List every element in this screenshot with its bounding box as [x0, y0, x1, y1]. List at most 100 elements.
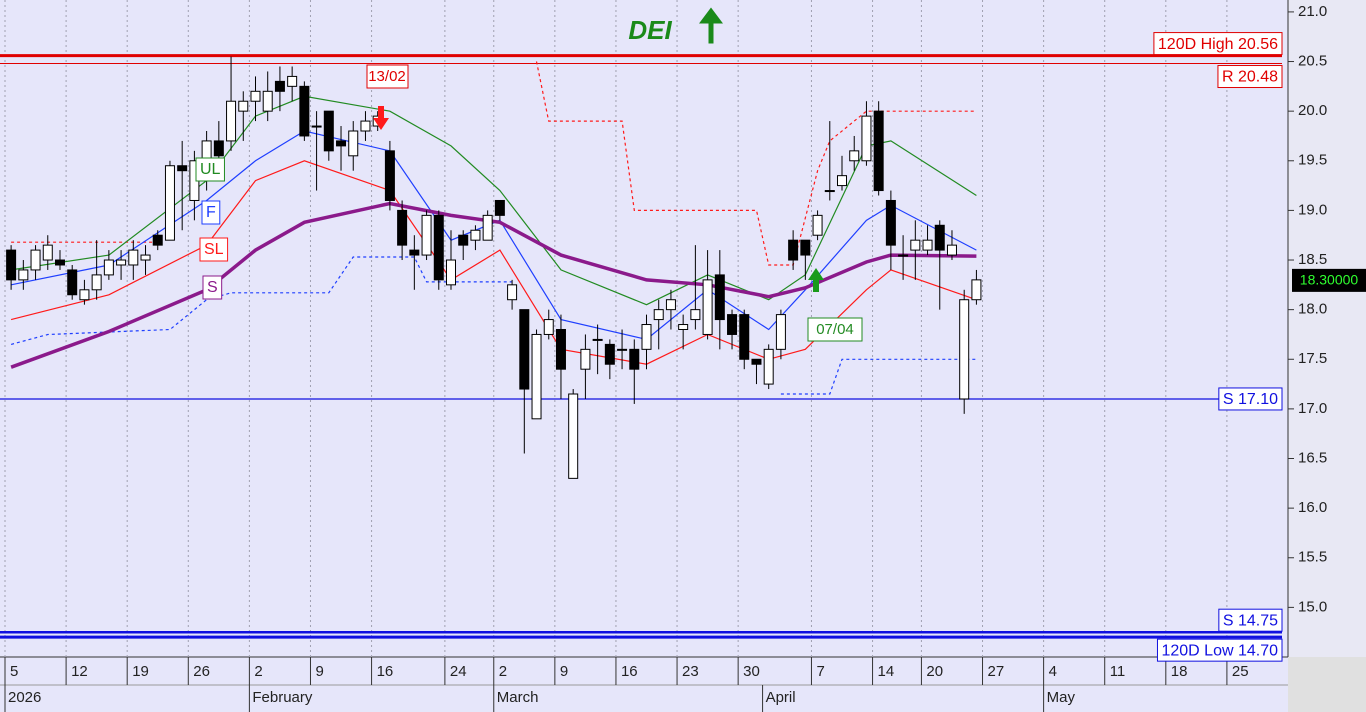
level-label-box: [1218, 387, 1283, 411]
x-tick-label: 4: [1049, 663, 1057, 680]
x-tick-label: 16: [377, 663, 394, 680]
x-tick-label: 23: [682, 663, 699, 680]
candle-body: [482, 214, 493, 241]
candle-body: [568, 393, 579, 479]
candle-body: [287, 75, 298, 87]
candle-body: [751, 358, 762, 365]
candle-body: [226, 100, 237, 142]
candle-body: [727, 314, 738, 335]
candle-body: [629, 348, 640, 370]
candle-body: [18, 269, 29, 281]
y-tick-label: 15.5: [1298, 549, 1327, 566]
sell-arrow: [373, 106, 389, 130]
annotation: 07/04: [816, 321, 854, 338]
candle-body: [433, 214, 444, 281]
candle-body: [79, 289, 90, 301]
line-name: S: [207, 279, 218, 296]
level-label-box: [1153, 32, 1283, 56]
x-tick-label: 2: [254, 663, 262, 680]
candle-body: [946, 244, 957, 256]
candle-body: [103, 259, 114, 276]
candle-body: [714, 274, 725, 321]
line-name-box: [199, 237, 229, 262]
candle-body: [42, 244, 53, 261]
x-tick-label: 26: [193, 663, 210, 680]
candle-body: [164, 165, 175, 241]
candle-body: [959, 299, 970, 400]
candle-body: [812, 214, 823, 236]
y-tick-label: 16.5: [1298, 449, 1327, 466]
candle-body: [604, 343, 615, 365]
x-tick-label: 11: [1110, 663, 1126, 680]
level-label: 120D Low 14.70: [1161, 642, 1278, 659]
y-tick-label: 20.0: [1298, 102, 1327, 119]
level-label: S 14.75: [1223, 612, 1278, 629]
candle-body: [177, 165, 188, 172]
candle-body: [861, 115, 872, 162]
candle-body: [250, 90, 261, 102]
candle-body: [922, 239, 933, 251]
candle-body: [824, 190, 835, 193]
month-label: May: [1047, 689, 1076, 706]
candle-body: [213, 140, 224, 157]
line-name-box: [202, 275, 223, 300]
level-label-box: [1156, 638, 1283, 662]
x-tick-label: 9: [315, 663, 323, 680]
candle-body: [458, 234, 469, 246]
x-tick-label: 18: [1171, 663, 1188, 680]
x-tick-label: 14: [878, 663, 895, 680]
candle-body: [837, 175, 848, 187]
x-tick-label: 25: [1232, 663, 1249, 680]
line-name: UL: [200, 161, 221, 178]
candle-body: [128, 249, 139, 266]
candle-body: [543, 319, 554, 335]
x-tick-label: 30: [743, 663, 760, 680]
candle-body: [152, 234, 163, 246]
y-tick-label: 17.0: [1298, 400, 1327, 417]
month-label: 2026: [8, 689, 41, 706]
x-tick-label: 9: [560, 663, 568, 680]
annotation: 13/02: [368, 68, 406, 85]
y-tick-label: 17.5: [1298, 350, 1327, 367]
candle-body: [470, 229, 481, 241]
candle-body: [641, 324, 652, 350]
candle-body: [531, 333, 542, 420]
candle-body: [580, 348, 591, 370]
x-tick-label: 19: [132, 663, 149, 680]
candle-body: [592, 338, 603, 341]
candle-body: [873, 110, 884, 192]
candle-body: [311, 125, 322, 128]
y-tick-label: 19.0: [1298, 201, 1327, 218]
candle-body: [54, 259, 65, 266]
candle-body: [409, 249, 420, 256]
candle-body: [274, 80, 285, 92]
x-tick-label: 24: [450, 663, 467, 680]
candle-body: [519, 309, 530, 390]
candle-body: [665, 299, 676, 311]
candle-body: [238, 100, 249, 112]
candle-body: [67, 269, 78, 296]
level-label: 120D High 20.56: [1158, 36, 1278, 53]
level-label-box: [1218, 608, 1283, 632]
candle-body: [140, 254, 151, 261]
y-tick-label: 21.0: [1298, 3, 1327, 20]
chart-title: DEI: [628, 15, 672, 45]
candle-body: [336, 140, 347, 147]
candle-body: [971, 279, 982, 301]
y-tick-label: 19.5: [1298, 152, 1327, 169]
level-label-box: [1217, 65, 1283, 89]
candle-body: [690, 309, 701, 321]
candle-body: [323, 110, 334, 152]
candle-body: [934, 224, 945, 251]
x-tick-label: 5: [10, 663, 18, 680]
candle-body: [775, 314, 786, 350]
candle-body: [555, 328, 566, 370]
annotation-box: [807, 317, 863, 342]
line-name: F: [206, 204, 216, 221]
month-label: April: [766, 689, 796, 706]
candle-body: [653, 309, 664, 321]
indicator-line: [10, 130, 977, 341]
x-tick-label: 12: [71, 663, 88, 680]
x-tick-label: 7: [816, 663, 824, 680]
candle-body: [507, 284, 518, 301]
